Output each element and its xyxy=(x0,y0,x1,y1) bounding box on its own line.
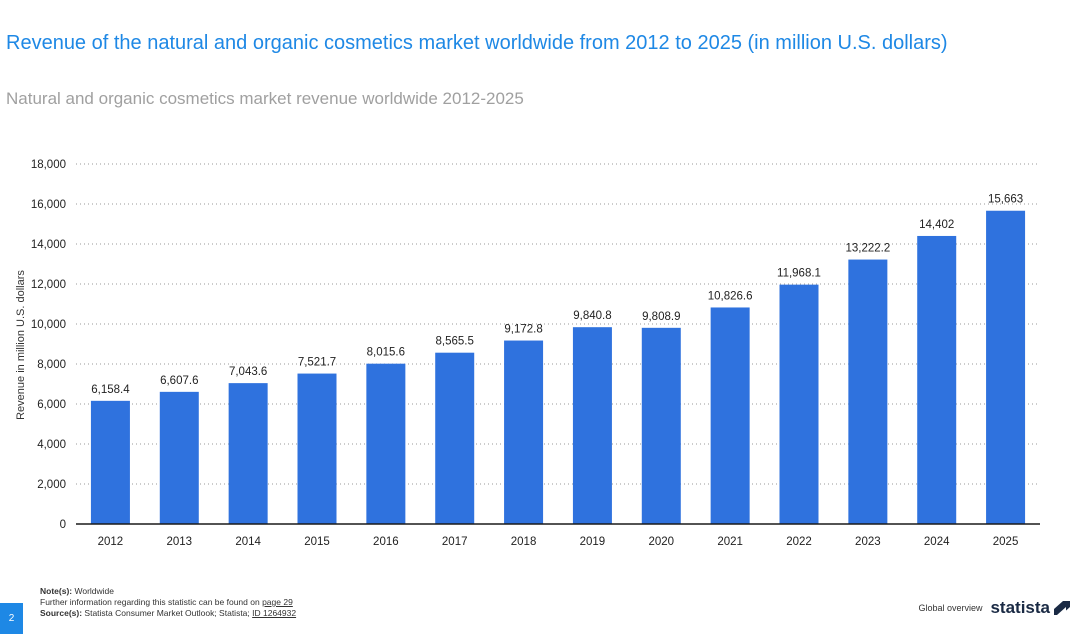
brand-text: statista xyxy=(990,598,1050,617)
x-tick-label: 2015 xyxy=(304,536,330,548)
bar-chart: 0 2,000 4,000 6,000 8,000 10,000 12,000 14,000 1… xyxy=(15,159,1040,548)
bar xyxy=(435,352,475,524)
sources-text: Statista Consumer Market Outlook; Statis… xyxy=(84,608,250,618)
value-label: 6,607.6 xyxy=(160,375,198,387)
bars xyxy=(90,210,1026,525)
value-label: 15,663 xyxy=(988,194,1023,206)
statista-logo: statista xyxy=(990,598,1070,618)
value-labels: 6,158.4 6,607.6 7,043.6 7,521.7 8,015.6 8,565… xyxy=(91,194,1023,396)
y-tick-label: 0 xyxy=(60,519,66,531)
chart-title: Revenue of the natural and organic cosme… xyxy=(6,32,948,54)
bar xyxy=(641,327,681,524)
sources-label: Source(s): xyxy=(40,608,83,618)
bar xyxy=(228,383,268,524)
value-label: 9,172.8 xyxy=(504,324,542,336)
x-tick-label: 2013 xyxy=(166,536,192,548)
bar xyxy=(917,235,957,524)
value-label: 9,808.9 xyxy=(642,311,680,323)
bar xyxy=(90,400,130,524)
bar xyxy=(504,340,544,524)
value-label: 6,158.4 xyxy=(91,384,130,396)
y-tick-label: 14,000 xyxy=(31,239,66,251)
x-tick-label: 2025 xyxy=(993,536,1019,548)
value-label: 7,043.6 xyxy=(229,366,267,378)
page-link[interactable]: page 29 xyxy=(262,597,293,607)
notes-label: Note(s): xyxy=(40,586,73,596)
value-label: 13,222.2 xyxy=(845,243,890,255)
y-tick-label: 2,000 xyxy=(37,479,66,491)
bar xyxy=(986,210,1026,525)
bar xyxy=(710,307,750,524)
value-label: 9,840.8 xyxy=(573,310,611,322)
value-label: 8,015.6 xyxy=(367,347,405,359)
id-link[interactable]: ID 1264932 xyxy=(252,608,297,618)
notes-text: Worldwide xyxy=(74,586,115,596)
further-info: Further information regarding this stati… xyxy=(40,597,260,607)
y-tick-label: 4,000 xyxy=(37,439,66,451)
value-label: 8,565.5 xyxy=(436,336,474,348)
x-tick-label: 2022 xyxy=(786,536,812,548)
y-tick-label: 16,000 xyxy=(31,199,66,211)
y-tick-label: 10,000 xyxy=(31,319,66,331)
x-tick-label: 2014 xyxy=(235,536,261,548)
x-axis-ticks: 2012 2013 2014 2015 2016 2017 2018 2019 2020 2021… xyxy=(98,536,1019,548)
x-tick-label: 2019 xyxy=(580,536,606,548)
bar xyxy=(297,373,337,524)
x-tick-label: 2017 xyxy=(442,536,468,548)
y-axis-ticks: 0 2,000 4,000 6,000 8,000 10,000 12,000 14,000 1… xyxy=(31,159,66,531)
bar xyxy=(848,259,888,524)
chart-subtitle: Natural and organic cosmetics market rev… xyxy=(6,89,524,108)
gridlines xyxy=(76,163,1040,485)
y-tick-label: 6,000 xyxy=(37,399,66,411)
x-tick-label: 2021 xyxy=(717,536,743,548)
footer-notes: Note(s): Worldwide Further information r… xyxy=(40,586,296,619)
x-tick-label: 2020 xyxy=(648,536,674,548)
bar xyxy=(366,363,406,524)
x-tick-label: 2012 xyxy=(98,536,124,548)
x-tick-label: 2016 xyxy=(373,536,399,548)
bar xyxy=(159,391,199,524)
footer-branding: Global overview statista xyxy=(918,598,1070,618)
value-label: 11,968.1 xyxy=(777,268,821,280)
value-label: 10,826.6 xyxy=(708,290,753,302)
x-tick-label: 2023 xyxy=(855,536,881,548)
value-label: 14,402 xyxy=(919,219,954,231)
y-tick-label: 18,000 xyxy=(31,159,66,171)
y-tick-label: 12,000 xyxy=(31,279,66,291)
x-tick-label: 2018 xyxy=(511,536,537,548)
x-tick-label: 2024 xyxy=(924,536,950,548)
statista-logo-icon xyxy=(1054,601,1070,615)
section-label: Global overview xyxy=(918,603,983,613)
value-label: 7,521.7 xyxy=(298,357,336,369)
y-axis-label: Revenue in million U.S. dollars xyxy=(15,270,27,420)
page-number: 2 xyxy=(0,603,23,634)
y-tick-label: 8,000 xyxy=(37,359,66,371)
bar xyxy=(779,284,819,524)
bar xyxy=(572,327,612,524)
